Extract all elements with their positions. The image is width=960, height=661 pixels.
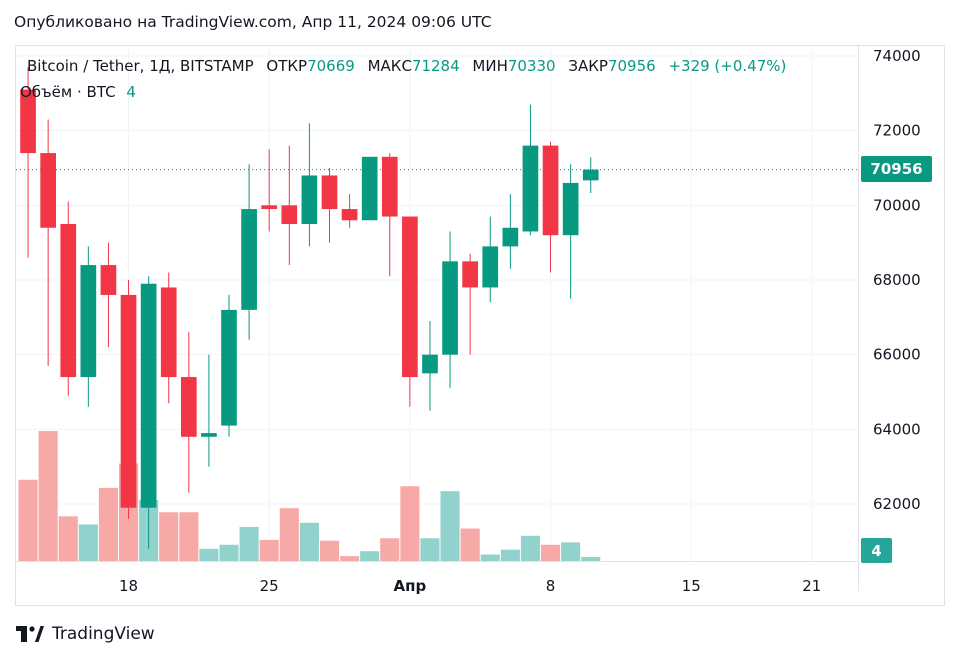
open-value: 70669 bbox=[307, 57, 355, 75]
volume-bar bbox=[480, 554, 500, 561]
price-tick-label: 70000 bbox=[873, 196, 921, 214]
published-caption: Опубликовано на TradingView.com, Апр 11,… bbox=[14, 13, 492, 31]
symbol-title: Bitcoin / Tether, 1Д, BITSTAMP bbox=[27, 57, 254, 75]
candle-body bbox=[80, 265, 97, 378]
volume-bar bbox=[199, 548, 219, 561]
volume-bar bbox=[279, 508, 299, 561]
candle-body bbox=[402, 216, 418, 378]
volume-bar bbox=[38, 431, 58, 561]
candle-body bbox=[281, 205, 298, 224]
time-tick-label: 18 bbox=[119, 577, 138, 595]
candle-body bbox=[462, 261, 478, 288]
price-tick-label: 68000 bbox=[873, 271, 921, 289]
price-tick-label: 62000 bbox=[873, 495, 921, 513]
low-value: 70330 bbox=[507, 57, 556, 75]
time-tick-label: 8 bbox=[546, 577, 556, 595]
candle-body bbox=[60, 224, 77, 378]
volume-legend: Объём · BTC 4 bbox=[20, 83, 136, 101]
candle-body bbox=[241, 209, 257, 310]
volume-bar bbox=[219, 544, 239, 561]
volume-label: Объём · BTC bbox=[20, 83, 116, 101]
candle-body bbox=[542, 145, 559, 236]
volume-bar bbox=[440, 491, 460, 561]
volume-bar bbox=[581, 556, 601, 561]
volume-bar bbox=[460, 528, 480, 561]
last-price-tag: 70956 bbox=[861, 156, 932, 182]
candle-body bbox=[140, 283, 157, 508]
time-axis: 18 25 Апр 8 15 21 bbox=[16, 561, 858, 595]
volume-bar bbox=[239, 526, 259, 561]
candle-body bbox=[20, 89, 36, 154]
volume-bar bbox=[420, 538, 440, 561]
price-axis: 74000 72000 70000 68000 66000 64000 62000 bbox=[858, 46, 921, 591]
change-value: +329 (+0.47%) bbox=[668, 57, 787, 75]
candle-body bbox=[221, 309, 237, 426]
volume-bar bbox=[18, 479, 38, 561]
candle-body bbox=[361, 156, 378, 221]
volume-bar bbox=[159, 512, 179, 561]
high-label: МАКС bbox=[367, 57, 412, 75]
volume-bar bbox=[561, 542, 581, 561]
close-value: 70956 bbox=[607, 57, 656, 75]
candle-body bbox=[482, 246, 499, 288]
time-tick-label: 25 bbox=[260, 577, 279, 595]
chart-frame[interactable] bbox=[15, 45, 945, 606]
candle-body bbox=[442, 261, 458, 355]
candle-body bbox=[562, 182, 579, 236]
candle-body bbox=[422, 354, 438, 374]
volume-bar bbox=[179, 512, 199, 561]
volume-bar bbox=[540, 544, 561, 561]
volume-bar bbox=[98, 487, 118, 561]
price-tick-label: 64000 bbox=[873, 420, 921, 438]
volume-bar bbox=[500, 549, 520, 561]
price-tick-label: 74000 bbox=[873, 47, 921, 65]
volume-bars bbox=[18, 431, 601, 561]
candle-body bbox=[261, 205, 278, 210]
candle-body bbox=[100, 265, 117, 295]
candle-body bbox=[201, 433, 217, 437]
candle-body bbox=[582, 169, 599, 181]
candle-body bbox=[381, 156, 398, 217]
volume-bar bbox=[319, 540, 340, 561]
low-label: МИН bbox=[472, 57, 508, 75]
candle-body bbox=[301, 175, 318, 224]
candle-body bbox=[40, 153, 56, 228]
time-tick-label: Апр bbox=[394, 577, 427, 595]
high-value: 71284 bbox=[411, 57, 460, 75]
volume-bar bbox=[360, 551, 380, 561]
footer: TradingView bbox=[16, 624, 155, 644]
close-label: ЗАКР bbox=[568, 57, 608, 75]
price-tick-label: 72000 bbox=[873, 122, 921, 140]
open-label: ОТКР bbox=[266, 57, 308, 75]
time-tick-label: 15 bbox=[682, 577, 701, 595]
candle-body bbox=[522, 145, 539, 232]
tradingview-logo-icon[interactable] bbox=[16, 626, 44, 642]
price-tick-label: 66000 bbox=[873, 346, 921, 364]
candle-body bbox=[502, 227, 519, 247]
candle-body bbox=[160, 287, 177, 378]
volume-bar bbox=[58, 516, 78, 561]
tradingview-brand[interactable]: TradingView bbox=[52, 624, 155, 644]
volume-bar bbox=[520, 535, 540, 561]
candle-body bbox=[321, 175, 338, 210]
last-volume-tag: 4 bbox=[861, 538, 892, 563]
volume-bar bbox=[400, 486, 420, 561]
volume-bar bbox=[259, 539, 279, 561]
volume-bar bbox=[78, 524, 98, 561]
volume-value: 4 bbox=[126, 83, 136, 101]
time-tick-label: 21 bbox=[802, 577, 821, 595]
ohlc-legend: Bitcoin / Tether, 1Д, BITSTAMP ОТКР70669… bbox=[27, 57, 786, 75]
volume-bar bbox=[340, 556, 360, 561]
volume-bar bbox=[380, 538, 400, 561]
candle-body bbox=[180, 377, 197, 437]
candle-body bbox=[120, 294, 137, 508]
candle-body bbox=[341, 209, 358, 221]
candles bbox=[20, 67, 599, 549]
volume-bar bbox=[299, 522, 319, 561]
